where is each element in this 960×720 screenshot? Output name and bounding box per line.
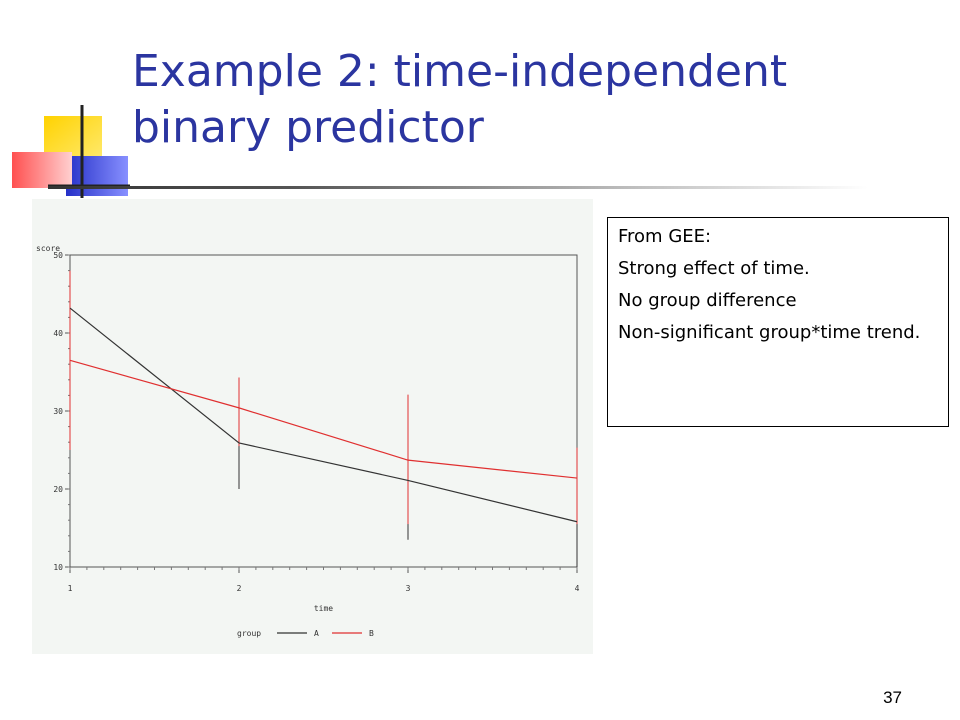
legend-title: group <box>237 629 261 638</box>
plot-frame <box>69 254 578 568</box>
x-tick-label: 1 <box>68 584 73 593</box>
note-line: No group difference <box>618 290 797 311</box>
title-underline <box>48 186 868 189</box>
slide-title: Example 2: time-independent binary predi… <box>132 44 932 156</box>
x-tick-label: 2 <box>237 584 242 593</box>
slide-number: 37 <box>883 688 902 707</box>
note-line: Non-significant group*time trend. <box>618 322 921 343</box>
series-line <box>69 307 578 523</box>
note-line: Strong effect of time. <box>618 258 810 279</box>
legend-label: A <box>314 629 319 638</box>
legend-label: B <box>369 629 374 638</box>
series-line <box>69 359 578 479</box>
x-axis-label: time <box>314 604 333 613</box>
y-axis-label: score <box>36 244 60 253</box>
red-square <box>12 152 72 188</box>
y-tick-label: 10 <box>53 563 63 572</box>
x-tick-label: 4 <box>575 584 580 593</box>
blue-square <box>66 156 128 196</box>
y-tick-label: 50 <box>53 251 63 260</box>
chart-panel: 10 20 30 40 50 score 1 2 3 4 time group A B <box>32 199 593 654</box>
y-tick-label: 30 <box>53 407 63 416</box>
slide-title-line1: Example 2: time-independent <box>132 46 788 97</box>
note-line: From GEE: <box>618 226 712 247</box>
title-decoration <box>12 105 130 198</box>
slide-title-line2: binary predictor <box>132 102 484 153</box>
notes-box: From GEE: Strong effect of time. No grou… <box>607 217 949 427</box>
y-tick-label: 20 <box>53 485 63 494</box>
x-tick-label: 3 <box>406 584 411 593</box>
y-tick-label: 40 <box>53 329 63 338</box>
